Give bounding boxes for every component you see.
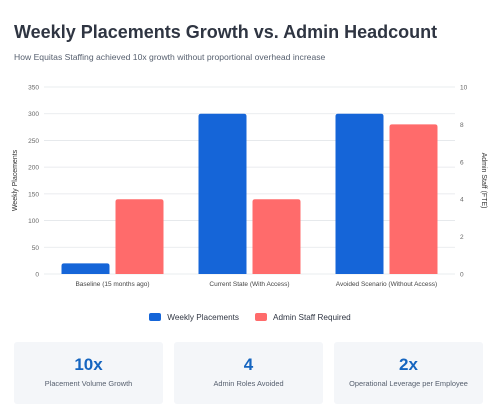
- bar-weekly-placements-2[interactable]: [335, 113, 384, 274]
- chart-title: Weekly Placements Growth vs. Admin Headc…: [14, 22, 438, 42]
- y2-tick-label: 0: [460, 272, 464, 279]
- y-tick-label: 200: [28, 165, 39, 172]
- y-tick-label: 0: [35, 272, 39, 279]
- stat-card-operational-leverage: 2x Operational Leverage per Employee: [334, 342, 483, 404]
- stat-value: 10x: [74, 355, 103, 374]
- legend-item-weekly-placements[interactable]: Weekly Placements: [149, 313, 239, 322]
- y-tick-label: 100: [28, 218, 39, 225]
- chart-legend: Weekly Placements Admin Staff Required: [0, 310, 500, 324]
- y2-tick-label: 4: [460, 197, 464, 204]
- stat-card-volume-growth: 10x Placement Volume Growth: [14, 342, 163, 404]
- x-tick-label: Baseline (15 months ago): [75, 281, 149, 288]
- stats-row: 10x Placement Volume Growth 4 Admin Role…: [14, 342, 485, 404]
- bar-admin-staff-2[interactable]: [389, 124, 438, 275]
- y-tick-label: 350: [28, 85, 39, 92]
- legend-swatch-admin-staff: [255, 313, 268, 321]
- y-tick-label: 250: [28, 138, 39, 145]
- bar-admin-staff-1[interactable]: [252, 199, 301, 274]
- y2-tick-label: 8: [460, 122, 464, 129]
- bar-weekly-placements-1[interactable]: [198, 113, 247, 274]
- y2-tick-label: 2: [460, 234, 464, 241]
- y-tick-label: 300: [28, 111, 39, 118]
- chart-subtitle: How Equitas Staffing achieved 10x growth…: [14, 52, 326, 62]
- bar-chart: 0 50 100 150 200 250 300 350 0 2 4 6 8 10 Weekly Place…: [12, 85, 487, 289]
- y2-axis-title: Admin Staff (FTE): [480, 153, 487, 209]
- stat-card-roles-avoided: 4 Admin Roles Avoided: [174, 342, 323, 404]
- stat-label: Operational Leverage per Employee: [349, 379, 468, 388]
- legend-item-admin-staff[interactable]: Admin Staff Required: [255, 313, 351, 322]
- y2-tick-label: 10: [460, 85, 468, 92]
- x-tick-label: Avoided Scenario (Without Access): [336, 281, 437, 288]
- y-axis-title: Weekly Placements: [12, 149, 19, 211]
- stat-label: Admin Roles Avoided: [213, 379, 284, 388]
- bar-admin-staff-0[interactable]: [115, 199, 164, 274]
- stat-label: Placement Volume Growth: [44, 379, 133, 388]
- legend-swatch-weekly-placements: [149, 313, 162, 321]
- legend-label-admin-staff: Admin Staff Required: [273, 312, 351, 322]
- stat-value: 4: [243, 355, 254, 374]
- x-tick-label: Current State (With Access): [209, 281, 289, 288]
- bar-weekly-placements-0[interactable]: [61, 263, 110, 274]
- stat-value: 2x: [399, 355, 418, 374]
- y-tick-label: 150: [28, 191, 39, 198]
- y2-tick-label: 6: [460, 159, 464, 166]
- y-tick-label: 50: [32, 245, 40, 252]
- legend-label-weekly-placements: Weekly Placements: [167, 312, 240, 322]
